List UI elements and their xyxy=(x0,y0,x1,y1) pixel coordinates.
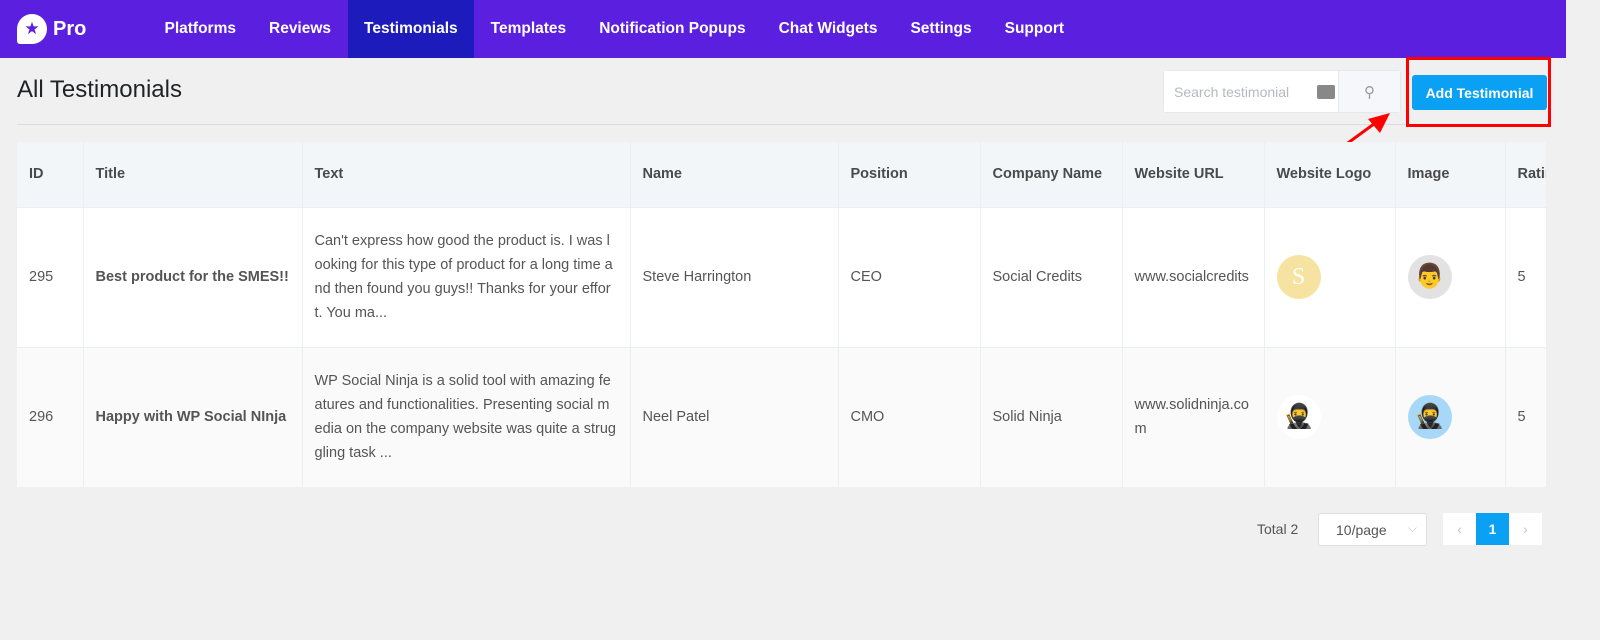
nav-templates[interactable]: Templates xyxy=(490,20,567,37)
highlight-box xyxy=(1406,57,1551,127)
cell-rating: 5 xyxy=(1505,206,1547,347)
cell-text: WP Social Ninja is a solid tool with ama… xyxy=(302,346,631,487)
cell-rating: 5 xyxy=(1505,346,1547,487)
ninja-avatar-icon: 🥷 xyxy=(1407,395,1452,440)
column-header: ID xyxy=(17,142,84,207)
avatar: 👨 xyxy=(1407,255,1452,299)
chevron-down-icon: ⌵ xyxy=(1407,521,1417,535)
column-header: Company Name xyxy=(980,142,1123,207)
cell-image: 👨 xyxy=(1395,206,1506,347)
column-header: Position xyxy=(838,142,981,207)
cell-image: 🥷 xyxy=(1395,346,1506,487)
cell-company: Social Credits xyxy=(980,206,1123,347)
logo[interactable]: ★ Pro xyxy=(17,14,148,44)
cell-title: Happy with WP Social NInja xyxy=(83,346,303,487)
page-size-select[interactable]: 10/page ⌵ xyxy=(1318,513,1427,546)
cell-title: Best product for the SMES!! xyxy=(83,206,303,347)
website-logo: S xyxy=(1276,255,1321,299)
search-button[interactable]: ⚲ xyxy=(1338,71,1400,112)
column-header: Name xyxy=(630,142,839,207)
nav-support[interactable]: Support xyxy=(1004,20,1065,37)
nav-chat-widgets[interactable]: Chat Widgets xyxy=(778,20,878,37)
cell-position: CMO xyxy=(838,346,981,487)
cell-position: CEO xyxy=(838,206,981,347)
column-header: Website URL xyxy=(1122,142,1265,207)
page-title: All Testimonials xyxy=(17,76,182,103)
top-nav: ★ Pro Platforms Reviews Testimonials Temp… xyxy=(0,0,1566,58)
cell-url: www.solidninja.com xyxy=(1122,346,1265,487)
cell-company: Solid Ninja xyxy=(980,346,1123,487)
cell-name: Steve Harrington xyxy=(630,206,839,347)
nav-testimonials[interactable]: Testimonials xyxy=(347,0,475,58)
cell-id: 295 xyxy=(17,206,84,347)
prev-page-button[interactable]: ‹ xyxy=(1443,513,1476,545)
table-row[interactable]: 295 Best product for the SMES!! Can't expr… xyxy=(17,206,1547,347)
cell-url: www.socialcredits xyxy=(1122,206,1265,347)
next-page-button[interactable]: › xyxy=(1509,513,1542,545)
column-header: Rating xyxy=(1505,142,1547,207)
search-input[interactable] xyxy=(1164,71,1314,112)
table-row[interactable]: 296 Happy with WP Social NInja WP Social N… xyxy=(17,346,1547,487)
star-chat-icon: ★ xyxy=(17,14,47,44)
search-box: ⚲ xyxy=(1163,70,1401,113)
column-header: Title xyxy=(83,142,303,207)
page-1-button[interactable]: 1 xyxy=(1476,513,1509,545)
cell-logo: S xyxy=(1264,206,1396,347)
column-header: Image xyxy=(1395,142,1506,207)
nav-notification-popups[interactable]: Notification Popups xyxy=(599,20,746,37)
cell-text: Can't express how good the product is. I… xyxy=(302,206,631,347)
testimonials-table: ID Title Text Name Position Company Name Websi… xyxy=(17,142,1547,487)
cell-name: Neel Patel xyxy=(630,346,839,487)
column-header: Website Logo xyxy=(1264,142,1396,207)
nav-reviews[interactable]: Reviews xyxy=(269,20,332,37)
search-icon: ⚲ xyxy=(1364,83,1375,101)
total-count: Total 2 xyxy=(1257,521,1299,537)
ninja-logo-icon: 🥷 xyxy=(1276,395,1321,440)
nav-settings[interactable]: Settings xyxy=(910,20,972,37)
contact-card-icon xyxy=(1314,71,1338,112)
cell-logo: 🥷 xyxy=(1264,346,1396,487)
divider xyxy=(17,124,1547,125)
column-header: Text xyxy=(302,142,631,207)
add-testimonial-button[interactable]: Add Testimonial xyxy=(1412,75,1547,110)
nav-platforms[interactable]: Platforms xyxy=(164,20,237,37)
cell-id: 296 xyxy=(17,346,84,487)
